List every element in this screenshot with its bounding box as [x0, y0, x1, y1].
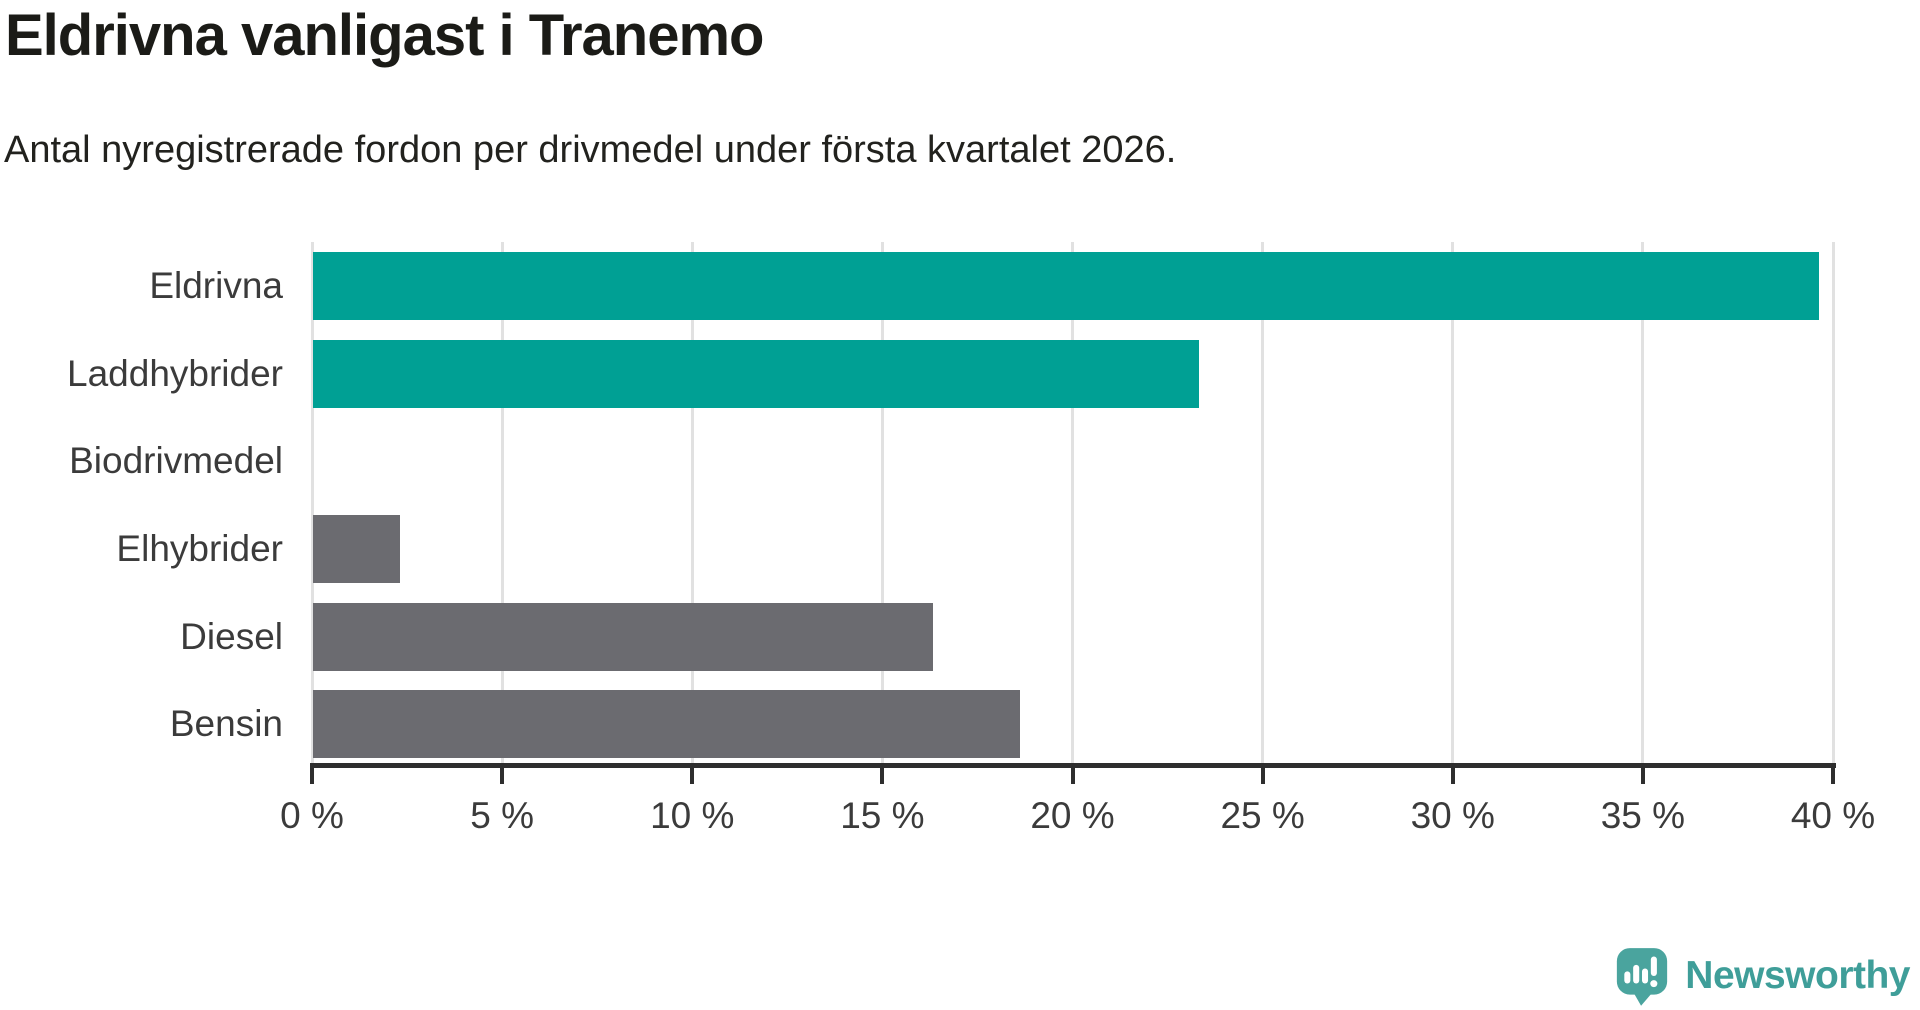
axis-tick-label-15: 15 % — [840, 795, 925, 836]
bar-diesel — [313, 602, 933, 671]
category-label-eldrivna: Eldrivna — [149, 264, 283, 306]
newsworthy-logo-text: Newsworthy — [1685, 954, 1910, 997]
gridline-40 — [1831, 242, 1835, 768]
axis-tick-label-35: 35 % — [1600, 795, 1686, 836]
gridline-25 — [1261, 242, 1265, 768]
chart-subtitle: Antal nyregistrerade fordon per drivmede… — [4, 129, 1177, 171]
category-label-biodrivmedel: Biodrivmedel — [69, 440, 283, 482]
axis-tick-label-0: 0 % — [280, 795, 344, 836]
gridline-5 — [500, 242, 504, 768]
axis-tick-label-40: 40 % — [1790, 795, 1876, 836]
bar-laddhybrider — [313, 339, 1199, 408]
gridline-20 — [1071, 242, 1074, 768]
axis-tick-0 — [310, 766, 314, 784]
chart-title: Eldrivna vanligast i Tranemo — [5, 3, 764, 68]
bar-elhybrider — [313, 514, 401, 583]
axis-tick-label-20: 20 % — [1030, 795, 1115, 836]
category-label-bensin: Bensin — [169, 703, 283, 745]
gridline-30 — [1451, 242, 1455, 768]
x-axis-line — [310, 763, 1836, 768]
bar-eldrivna — [313, 251, 1819, 320]
gridline-10 — [690, 242, 694, 768]
axis-tick-15 — [880, 766, 885, 784]
axis-tick-label-5: 5 % — [470, 795, 535, 836]
bar-bensin — [313, 690, 1021, 759]
category-label-diesel: Diesel — [180, 615, 283, 657]
newsworthy-logo: Newsworthy — [1615, 946, 1910, 1006]
axis-tick-label-30: 30 % — [1410, 795, 1495, 836]
axis-tick-35 — [1640, 766, 1645, 784]
axis-tick-label-25: 25 % — [1220, 795, 1305, 836]
axis-tick-25 — [1260, 766, 1265, 784]
category-label-elhybrider: Elhybrider — [116, 527, 283, 569]
gridline-35 — [1641, 242, 1645, 768]
axis-tick-10 — [690, 766, 695, 784]
axis-tick-30 — [1450, 766, 1455, 784]
gridline-15 — [880, 242, 884, 768]
axis-tick-20 — [1070, 766, 1075, 784]
category-label-laddhybrider: Laddhybrider — [67, 352, 283, 394]
axis-tick-40 — [1831, 766, 1835, 784]
axis-tick-label-10: 10 % — [650, 795, 735, 836]
axis-tick-5 — [500, 766, 505, 784]
gridline-0 — [310, 242, 314, 768]
newsworthy-logo-icon — [1617, 948, 1668, 1006]
